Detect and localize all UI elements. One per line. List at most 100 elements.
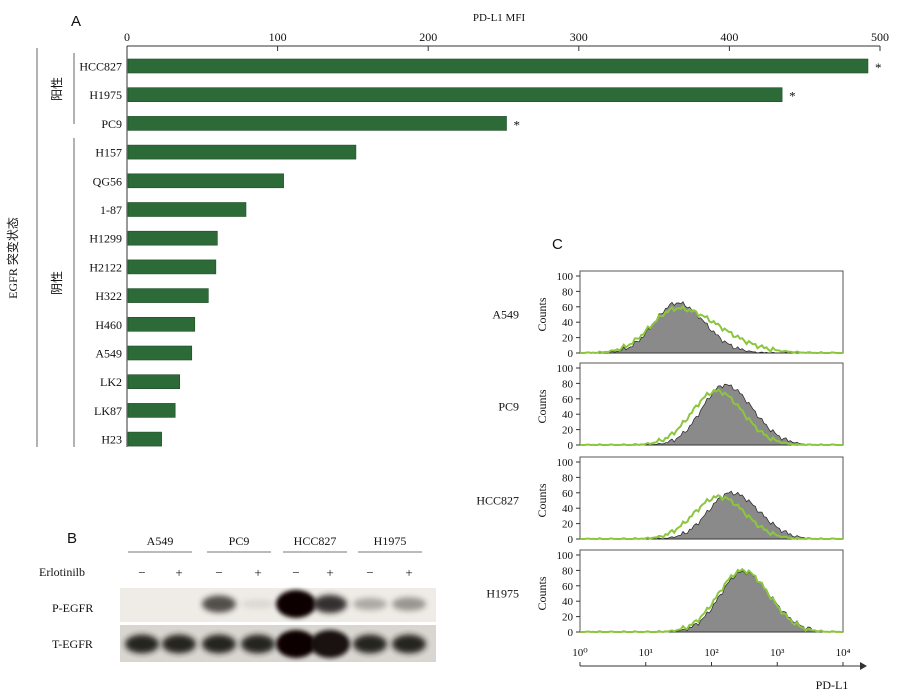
x-axis-arrow-icon xyxy=(860,662,867,670)
chart-a-x-tick-label: 300 xyxy=(570,30,588,44)
histogram-outline xyxy=(579,304,843,355)
histogram-y-label: Counts xyxy=(535,576,549,610)
histogram-y-tick-label: 40 xyxy=(562,409,574,421)
histogram-y-tick-label: 40 xyxy=(562,503,574,515)
category-label: A549 xyxy=(95,347,122,361)
bar-lk87 xyxy=(127,403,176,418)
chart-a-group-brackets xyxy=(36,48,75,447)
category-label: H2122 xyxy=(89,260,122,274)
chart-c-x-axis: 10⁰ 10¹ 10² 10³ 10⁴ xyxy=(572,647,867,670)
histogram-h1975: 0 20 40 60 80 100 Counts H1975 xyxy=(486,549,844,639)
blot-band xyxy=(162,634,196,654)
histogram-y-tick-label: 0 xyxy=(568,348,574,360)
blot-sample-a549: A549 xyxy=(147,534,174,548)
histogram-y-tick-label: 60 xyxy=(562,581,574,593)
bar-1-87 xyxy=(127,202,247,217)
blot-band xyxy=(276,630,316,658)
treatment-sign: + xyxy=(254,565,261,580)
panel-c-label: C xyxy=(552,236,563,253)
blot-treatment-signs: − + − + − + − + xyxy=(138,565,412,580)
bar-pc9 xyxy=(127,116,507,131)
category-label: LK87 xyxy=(94,404,122,418)
histogram-y-tick-label: 40 xyxy=(562,596,574,608)
bar-qg56 xyxy=(127,173,284,189)
blot-band xyxy=(125,634,159,654)
histogram-y-tick-label: 0 xyxy=(568,627,574,639)
histogram-y-label: Counts xyxy=(535,389,549,423)
category-label: HCC827 xyxy=(79,60,122,74)
blot-image xyxy=(120,588,436,662)
bar-h460 xyxy=(127,316,196,332)
blot-band xyxy=(313,594,347,614)
bar-h1299 xyxy=(127,230,218,246)
blot-band xyxy=(392,597,426,611)
blot-row-label-t-egfr: T-EGFR xyxy=(52,637,93,651)
bar-h23 xyxy=(127,431,162,447)
histogram-y-label: Counts xyxy=(535,483,549,517)
category-label: H157 xyxy=(95,146,122,160)
histogram-cell-line-label: HCC827 xyxy=(476,494,519,508)
histogram-y-label: Counts xyxy=(535,297,549,331)
treatment-sign: − xyxy=(215,565,222,580)
blot-row-label-p-egfr: P-EGFR xyxy=(52,601,93,615)
histogram-y-tick-label: 100 xyxy=(557,457,574,469)
histogram-y-tick-label: 80 xyxy=(562,472,574,484)
blot-band xyxy=(353,597,387,611)
category-label: QG56 xyxy=(93,174,122,188)
histogram-outline xyxy=(580,493,843,541)
histogram-y-tick-label: 20 xyxy=(562,333,574,345)
histogram-y-tick-label: 60 xyxy=(562,488,574,500)
histogram-y-tick-label: 20 xyxy=(562,612,574,624)
category-label: H23 xyxy=(101,433,122,447)
histogram-y-tick-label: 60 xyxy=(562,394,574,406)
bar-lk2 xyxy=(127,374,181,390)
category-label: LK2 xyxy=(100,375,122,389)
significance-star: * xyxy=(875,60,882,75)
chart-a-x-axis xyxy=(126,45,880,447)
histogram-y-tick-label: 100 xyxy=(557,550,574,562)
treatment-sign: + xyxy=(326,565,333,580)
blot-sample-pc9: PC9 xyxy=(229,534,250,548)
histogram-cell-line-label: A549 xyxy=(492,308,519,322)
chart-c-x-tick-label: 10⁴ xyxy=(836,647,851,659)
significance-star: * xyxy=(789,89,796,104)
chart-a-y-title: EGFR 突变状态 xyxy=(5,217,20,299)
chart-a-significance-marks: * * * xyxy=(514,60,882,132)
negative-group-label: 阴性 xyxy=(50,271,64,295)
chart-c-x-tick-label: 10¹ xyxy=(639,647,653,659)
histogram-y-tick-label: 0 xyxy=(568,440,574,452)
treatment-sign: − xyxy=(138,565,145,580)
histogram-a549: 0 20 40 60 80 100 Counts A549 xyxy=(492,270,844,360)
histogram-y-tick-label: 80 xyxy=(562,286,574,298)
histogram-y-tick-label: 80 xyxy=(562,378,574,390)
treatment-sign: + xyxy=(175,565,182,580)
category-label: 1-87 xyxy=(100,203,122,217)
chart-c-x-tick-label: 10⁰ xyxy=(572,647,588,659)
blot-band xyxy=(276,590,316,618)
blot-treatment-label: Erlotinilb xyxy=(39,565,85,579)
histogram-y-tick-label: 80 xyxy=(562,565,574,577)
chart-c-x-tick-label: 10² xyxy=(704,647,719,659)
chart-a-title: PD-L1 MFI xyxy=(473,12,526,24)
histogram-cell-line-label: PC9 xyxy=(498,400,519,414)
positive-group-label: 阳性 xyxy=(50,77,64,101)
chart-c-x-label: PD-L1 xyxy=(816,678,849,692)
bar-hcc827 xyxy=(127,58,869,74)
histogram-pc9: 0 20 40 60 80 100 Counts PC9 xyxy=(498,362,844,452)
category-label: H1975 xyxy=(89,88,122,102)
histogram-y-tick-label: 20 xyxy=(562,425,574,437)
histogram-y-tick-label: 100 xyxy=(557,271,574,283)
blot-band xyxy=(310,630,350,658)
chart-a-x-tick-label: 100 xyxy=(269,30,287,44)
chart-a-x-tick-label: 400 xyxy=(720,30,738,44)
category-label: PC9 xyxy=(101,117,122,131)
bar-h1975 xyxy=(127,87,783,102)
chart-a-ticks: 0 100 200 300 400 500 xyxy=(124,30,889,51)
category-label: H460 xyxy=(95,318,122,332)
treatment-sign: + xyxy=(405,565,412,580)
chart-a-x-tick-label: 0 xyxy=(124,30,130,44)
histogram-y-tick-label: 20 xyxy=(562,519,574,531)
category-label: H1299 xyxy=(89,232,122,246)
chart-a-category-labels: HCC827 H1975 PC9 H157 QG56 1-87 H1299 H2122 H322… xyxy=(79,60,122,447)
